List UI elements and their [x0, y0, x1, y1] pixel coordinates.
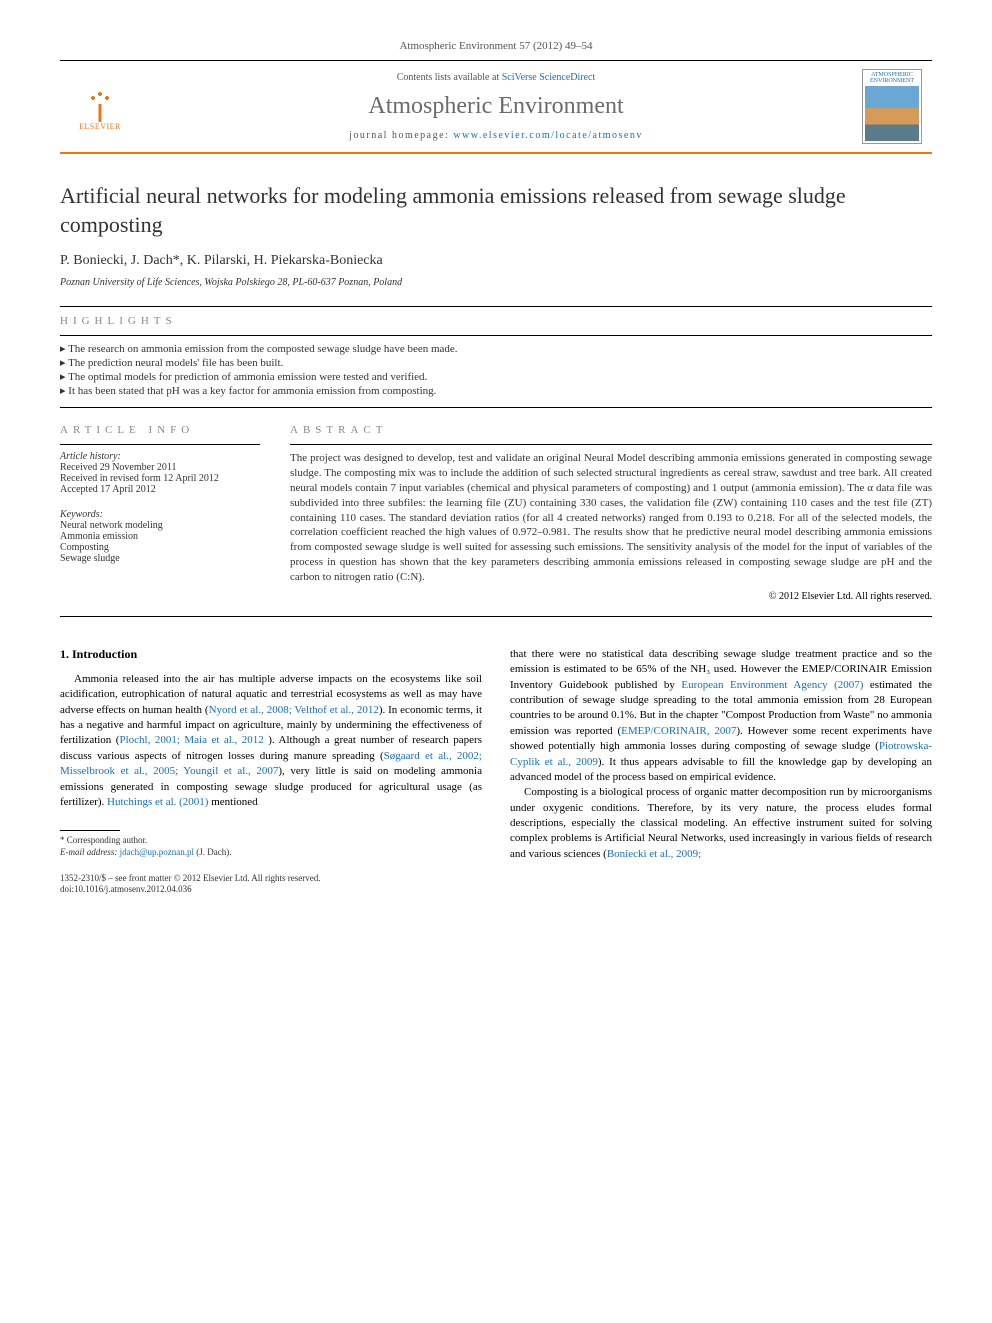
homepage-prefix: journal homepage:: [349, 130, 453, 141]
abstract-heading: abstract: [290, 424, 932, 436]
keyword: Ammonia emission: [60, 531, 260, 542]
abstract-copyright: © 2012 Elsevier Ltd. All rights reserved…: [290, 591, 932, 602]
citation-link[interactable]: Hutchings et al. (2001): [107, 796, 208, 808]
journal-cover-thumbnail: ATMOSPHERIC ENVIRONMENT: [862, 69, 922, 144]
revised-date: Received in revised form 12 April 2012: [60, 473, 260, 484]
highlights-heading: highlights: [60, 315, 932, 327]
highlights-list: The research on ammonia emission from th…: [60, 342, 932, 397]
homepage-line: journal homepage: www.elsevier.com/locat…: [142, 130, 850, 141]
cover-thumb-title: ATMOSPHERIC ENVIRONMENT: [865, 72, 919, 84]
contents-available-line: Contents lists available at SciVerse Sci…: [142, 72, 850, 83]
sciencedirect-link[interactable]: SciVerse ScienceDirect: [502, 72, 596, 83]
citation-link[interactable]: EMEP/CORINAIR, 2007: [621, 725, 736, 737]
divider: [60, 616, 932, 617]
contents-prefix: Contents lists available at: [397, 72, 502, 83]
divider: [290, 444, 932, 445]
citation-link[interactable]: Nyord et al., 2008; Velthof et al., 2012: [209, 704, 379, 716]
homepage-link[interactable]: www.elsevier.com/locate/atmosenv: [453, 130, 643, 141]
email-label: E-mail address:: [60, 847, 120, 857]
citation-link[interactable]: Plochl, 2001; Maia et al., 2012: [119, 734, 268, 746]
divider: [60, 407, 932, 408]
footnote-separator: [60, 830, 120, 831]
highlight-item: The optimal models for prediction of amm…: [60, 370, 932, 383]
elsevier-name: ELSEVIER: [79, 122, 121, 131]
branding-bar: ELSEVIER Contents lists available at Sci…: [60, 60, 932, 154]
highlight-item: It has been stated that pH was a key fac…: [60, 384, 932, 397]
footer-doi: doi:10.1016/j.atmosenv.2012.04.036: [60, 884, 482, 896]
divider: [60, 444, 260, 445]
accepted-date: Accepted 17 April 2012: [60, 484, 260, 495]
keywords-block: Keywords: Neural network modeling Ammoni…: [60, 509, 260, 564]
article-title: Artificial neural networks for modeling …: [60, 182, 932, 239]
highlight-item: The research on ammonia emission from th…: [60, 342, 932, 355]
intro-heading: 1. Introduction: [60, 647, 482, 662]
journal-name: Atmospheric Environment: [142, 93, 850, 120]
highlight-item: The prediction neural models' file has b…: [60, 356, 932, 369]
elsevier-tree-icon: [77, 82, 123, 122]
cover-thumb-image: [865, 86, 919, 141]
email-name: (J. Dach).: [194, 847, 232, 857]
divider: [60, 306, 932, 307]
keywords-label: Keywords:: [60, 509, 260, 520]
divider: [60, 335, 932, 336]
journal-citation-header: Atmospheric Environment 57 (2012) 49–54: [60, 40, 932, 52]
text-run: Composting is a biological process of or…: [510, 786, 932, 860]
author-list: P. Boniecki, J. Dach*, K. Pilarski, H. P…: [60, 253, 932, 269]
citation-link[interactable]: European Environment Agency (2007): [681, 679, 863, 691]
history-label: Article history:: [60, 451, 260, 462]
footer-line-1: 1352-2310/$ – see front matter © 2012 El…: [60, 873, 482, 885]
intro-paragraph: Ammonia released into the air has multip…: [60, 672, 482, 811]
keyword: Neural network modeling: [60, 520, 260, 531]
keyword: Sewage sludge: [60, 553, 260, 564]
elsevier-logo: ELSEVIER: [70, 77, 130, 137]
abstract-text: The project was designed to develop, tes…: [290, 451, 932, 585]
email-link[interactable]: jdach@up.poznan.pl: [120, 847, 194, 857]
text-run: mentioned: [208, 796, 257, 808]
email-footnote: E-mail address: jdach@up.poznan.pl (J. D…: [60, 847, 482, 859]
article-info-heading: article info: [60, 424, 260, 436]
issn-copyright-footer: 1352-2310/$ – see front matter © 2012 El…: [60, 873, 482, 896]
affiliation: Poznan University of Life Sciences, Wojs…: [60, 277, 932, 288]
citation-link[interactable]: Boniecki et al., 2009;: [607, 848, 701, 860]
intro-paragraph-2: Composting is a biological process of or…: [510, 785, 932, 862]
received-date: Received 29 November 2011: [60, 462, 260, 473]
intro-paragraph-cont: that there were no statistical data desc…: [510, 647, 932, 786]
article-history-block: Article history: Received 29 November 20…: [60, 451, 260, 495]
corresponding-author-note: * Corresponding author.: [60, 835, 482, 847]
keyword: Composting: [60, 542, 260, 553]
